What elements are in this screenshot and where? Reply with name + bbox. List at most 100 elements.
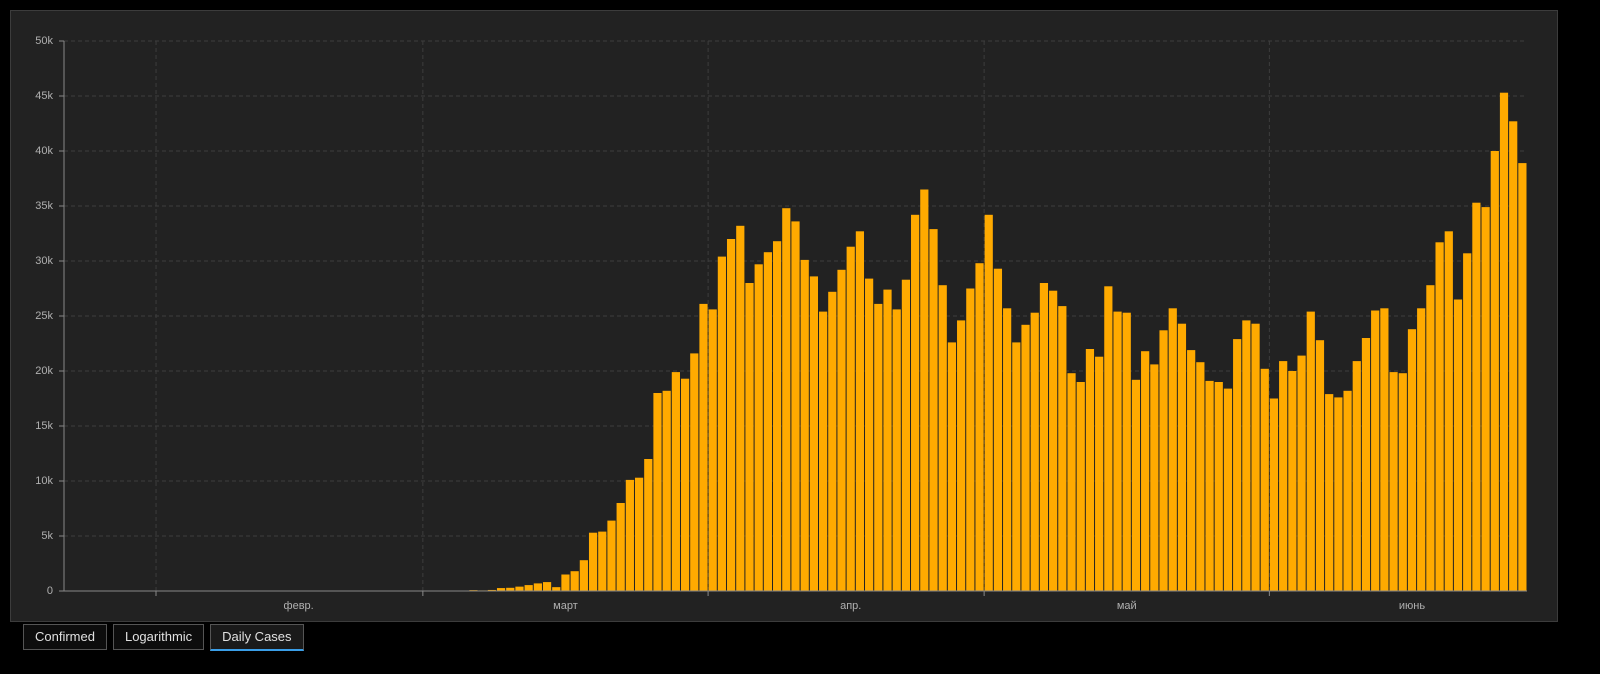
y-tick-label: 45k — [35, 90, 53, 102]
bar — [791, 221, 800, 591]
y-tick-label: 15k — [35, 420, 53, 432]
bar — [1472, 202, 1481, 591]
y-tick-label: 20k — [35, 365, 53, 377]
bar — [984, 214, 993, 592]
bar — [699, 303, 708, 591]
bar — [506, 587, 515, 591]
tab[interactable]: Confirmed — [23, 624, 107, 650]
tab[interactable]: Logarithmic — [112, 624, 205, 650]
bar — [911, 214, 920, 592]
bar — [607, 520, 616, 591]
x-tick-label: март — [553, 600, 578, 612]
bar — [819, 311, 828, 591]
bar — [772, 241, 782, 591]
bar — [1417, 308, 1426, 591]
bar — [1039, 283, 1049, 591]
bar — [947, 342, 957, 591]
bar — [690, 353, 699, 591]
bar — [901, 279, 911, 591]
bar — [1407, 329, 1417, 591]
bar — [1288, 371, 1297, 591]
y-tick-label: 5k — [41, 530, 53, 542]
bar — [515, 586, 524, 591]
tab[interactable]: Daily Cases — [210, 624, 304, 651]
bar — [938, 285, 947, 591]
bar — [1306, 311, 1315, 591]
bar — [1315, 340, 1325, 591]
bar — [957, 320, 966, 591]
bar — [1113, 311, 1122, 591]
bar — [1214, 382, 1223, 591]
bar — [598, 531, 607, 591]
bar — [745, 283, 754, 591]
y-tick-label: 25k — [35, 310, 53, 322]
bar — [1012, 342, 1021, 591]
bar — [993, 268, 1003, 591]
bar — [1095, 356, 1104, 591]
bar — [1067, 373, 1076, 591]
bar — [579, 560, 588, 591]
bar — [828, 291, 837, 591]
bar — [570, 571, 579, 591]
bar — [1361, 338, 1371, 591]
bar — [561, 574, 570, 591]
bar — [874, 303, 883, 591]
bar — [883, 289, 892, 591]
bar — [1058, 306, 1067, 591]
bar — [1251, 323, 1260, 591]
tab-bar: Confirmed Logarithmic Daily Cases — [23, 624, 304, 651]
bar — [1260, 368, 1269, 591]
bar — [1279, 361, 1288, 591]
bar — [1490, 151, 1499, 591]
y-tick-label: 40k — [35, 145, 53, 157]
bar — [1168, 308, 1177, 591]
bar — [1076, 382, 1085, 591]
bar — [1389, 372, 1398, 591]
x-tick-label: май — [1117, 600, 1137, 612]
bar — [487, 589, 496, 591]
bar — [1196, 362, 1205, 591]
y-tick-label: 10k — [35, 475, 53, 487]
x-tick-label: июнь — [1399, 600, 1425, 612]
bar — [496, 588, 506, 591]
bar — [1150, 364, 1159, 591]
bar — [1509, 121, 1518, 592]
bar — [726, 239, 736, 591]
y-tick-label: 30k — [35, 255, 53, 267]
y-tick-label: 50k — [35, 35, 53, 47]
bar — [1242, 320, 1251, 591]
bar — [1453, 299, 1463, 591]
bar — [1177, 323, 1187, 591]
bar — [966, 288, 975, 591]
bar — [625, 479, 634, 591]
bar — [1435, 242, 1444, 592]
bar — [1343, 390, 1352, 591]
bar — [644, 459, 653, 591]
bar — [588, 532, 598, 591]
bar — [975, 263, 984, 591]
x-tick-label: февр. — [284, 600, 314, 612]
bar — [1463, 253, 1472, 592]
bar — [552, 587, 561, 591]
bar — [1269, 398, 1279, 591]
bar — [1205, 380, 1214, 591]
bar — [1325, 394, 1334, 591]
bar — [708, 309, 717, 591]
bar — [736, 225, 745, 592]
bar — [782, 208, 791, 591]
bar — [929, 229, 938, 591]
bar — [1371, 310, 1380, 591]
bar — [671, 372, 680, 591]
bar — [892, 309, 901, 591]
bar — [800, 259, 809, 591]
bar — [846, 246, 855, 591]
bar — [1499, 92, 1509, 591]
bar — [533, 583, 542, 591]
bar — [653, 393, 662, 591]
bar — [1398, 373, 1407, 591]
bar — [754, 264, 763, 591]
bar — [1159, 330, 1168, 591]
bar — [1085, 349, 1095, 591]
